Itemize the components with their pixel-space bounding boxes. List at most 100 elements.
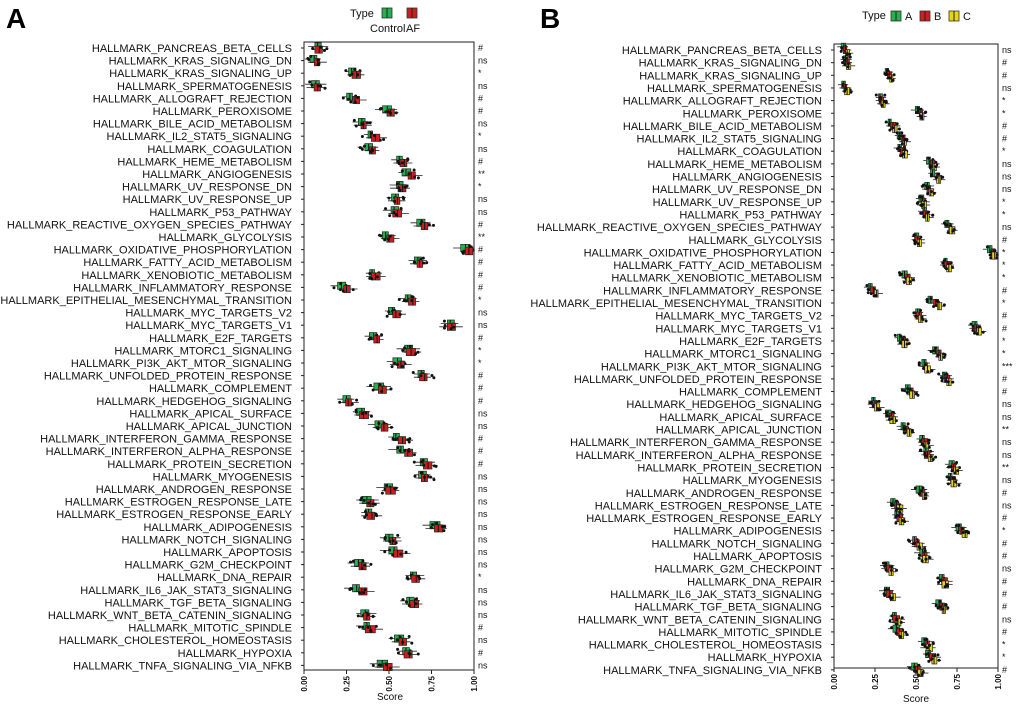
box-body xyxy=(314,45,323,54)
sample-point xyxy=(919,448,923,452)
sample-point xyxy=(348,73,352,77)
sample-point xyxy=(371,614,375,618)
sample-point xyxy=(941,607,945,611)
y-category-label: HALLMARK_FATTY_ACID_METABOLISM xyxy=(613,260,822,272)
significance-label: # xyxy=(1002,589,1007,599)
sample-point xyxy=(361,559,365,563)
sample-point xyxy=(888,595,892,599)
sample-point xyxy=(393,361,397,365)
sample-point xyxy=(932,349,936,353)
box-af xyxy=(365,146,380,155)
sample-point xyxy=(400,365,404,369)
sample-point xyxy=(341,96,345,100)
sample-point xyxy=(898,634,902,638)
sample-point xyxy=(388,111,392,115)
box-c xyxy=(918,492,930,500)
sample-point xyxy=(358,591,362,595)
box-af xyxy=(338,398,359,407)
sample-point xyxy=(940,376,944,380)
sample-point xyxy=(413,474,417,478)
significance-label: ns xyxy=(1002,83,1012,93)
sample-point xyxy=(883,93,887,97)
y-category-label: HALLMARK_APOPTOSIS xyxy=(693,551,822,563)
sample-point xyxy=(908,387,912,391)
panel-a-row-coagulation: HALLMARK_COAGULATION ns xyxy=(147,143,488,156)
sample-point xyxy=(924,496,928,500)
box-af xyxy=(350,562,373,571)
panel-a-row-fatty-acid-metabolism: HALLMARK_FATTY_ACID_METABOLISM # xyxy=(83,256,483,269)
sample-point xyxy=(338,400,342,404)
sample-point xyxy=(363,509,367,513)
panel-b-row-dna-repair: HALLMARK_DNA_REPAIR # xyxy=(687,574,1007,589)
significance-label: # xyxy=(478,245,483,255)
sample-point xyxy=(398,313,402,317)
sample-point xyxy=(440,525,444,529)
panel-a-row-glycolysis: HALLMARK_GLYCOLYSIS ** xyxy=(159,231,486,244)
sample-point xyxy=(388,234,392,238)
box-af xyxy=(388,209,409,218)
sample-point xyxy=(936,576,940,580)
sample-point xyxy=(954,480,958,484)
sample-point xyxy=(371,502,375,506)
panel-a-row-complement: HALLMARK_COMPLEMENT # xyxy=(149,382,483,395)
box-af xyxy=(391,436,414,445)
panel-a-row-mitotic-spindle: HALLMARK_MITOTIC_SPINDLE # xyxy=(128,622,483,635)
sample-point xyxy=(916,106,920,110)
box-af xyxy=(347,70,365,79)
sample-point xyxy=(924,493,928,497)
box-af xyxy=(409,259,429,268)
significance-label: * xyxy=(478,358,482,368)
sample-point xyxy=(309,55,313,59)
sample-point xyxy=(403,346,407,350)
sample-point xyxy=(407,172,411,176)
panel-b-row-mtorc1-signaling: HALLMARK_MTORC1_SIGNALING * xyxy=(644,346,1006,361)
sample-point xyxy=(377,421,381,425)
sample-point xyxy=(942,355,946,359)
significance-label: # xyxy=(478,371,483,381)
sample-point xyxy=(895,618,899,622)
box-c xyxy=(922,365,936,374)
y-category-label: HALLMARK_KRAS_SIGNALING_DN xyxy=(639,58,822,70)
sample-point xyxy=(961,530,965,534)
box-c xyxy=(932,175,946,184)
y-category-label: HALLMARK_ESTROGEN_RESPONSE_EARLY xyxy=(56,509,292,521)
box-af xyxy=(405,574,426,583)
box-af xyxy=(359,499,380,508)
sample-point xyxy=(878,96,882,100)
y-category-label: HALLMARK_ESTROGEN_RESPONSE_LATE xyxy=(65,497,292,509)
panel-a-x-tick-label: 0.75 xyxy=(428,675,437,691)
sample-point xyxy=(383,238,387,242)
sample-point xyxy=(919,203,923,207)
sample-point xyxy=(412,168,416,172)
sample-point xyxy=(956,469,960,473)
y-category-label: HALLMARK_TNFA_SIGNALING_VIA_NFKB xyxy=(603,665,822,677)
y-category-label: HALLMARK_UV_RESPONSE_UP xyxy=(653,197,822,209)
panel-a-row-il2-stat5-signaling: HALLMARK_IL2_STAT5_SIGNALING * xyxy=(107,130,482,143)
sample-point xyxy=(339,282,343,286)
sample-point xyxy=(925,297,929,301)
sample-point xyxy=(925,646,929,650)
significance-label: ns xyxy=(478,471,488,481)
box-c xyxy=(936,605,950,614)
box-af xyxy=(311,45,329,54)
sample-point xyxy=(431,523,435,527)
significance-label: # xyxy=(1002,285,1007,295)
box-c xyxy=(886,74,896,83)
panel-b-row-peroxisome: HALLMARK_PEROXISOME * xyxy=(683,106,1006,121)
panel-a-row-myogenesis: HALLMARK_MYOGENESIS ns xyxy=(153,470,488,483)
sample-point xyxy=(883,72,887,76)
sample-point xyxy=(442,326,446,330)
sample-point xyxy=(918,546,922,550)
sample-point xyxy=(957,523,961,527)
sample-point xyxy=(899,507,903,511)
sample-point xyxy=(897,127,901,131)
box-c xyxy=(899,150,911,159)
sample-point xyxy=(420,460,424,464)
significance-label: # xyxy=(1002,387,1007,397)
panel-a-row-spermatogenesis: HALLMARK_SPERMATOGENESIS ns xyxy=(117,80,488,93)
sample-point xyxy=(923,111,927,115)
panel-a-rows: HALLMARK_PANCREAS_BETA_CELLS # HALLMARK_KR… xyxy=(0,42,488,672)
significance-label: # xyxy=(478,434,483,444)
sample-point xyxy=(392,211,396,215)
y-category-label: HALLMARK_UV_RESPONSE_UP xyxy=(123,194,292,206)
